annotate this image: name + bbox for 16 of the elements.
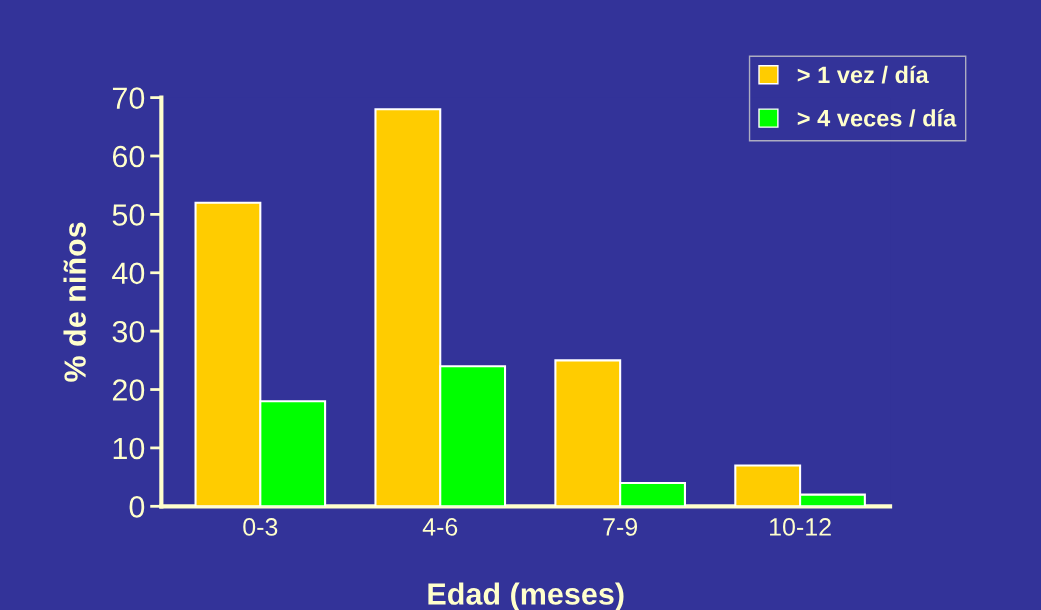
y-tick-label: 0: [129, 496, 145, 518]
x-tick-label: 4-6: [422, 518, 458, 536]
legend-label: > 1 vez / día: [797, 65, 929, 84]
y-tick-label: 30: [112, 320, 145, 343]
y-tick-label: 10: [113, 437, 145, 460]
y-tick-label: 70: [112, 87, 145, 109]
x-axis-title: Edad (meses): [428, 582, 624, 610]
x-tick-label: 10-12: [770, 518, 831, 536]
x-tick-label: 0-3: [243, 518, 278, 536]
y-tick-label: 20: [112, 379, 145, 401]
y-tick-label: 40: [112, 262, 145, 285]
legend-label: > 4 veces / día: [797, 109, 957, 127]
x-tick-label: 7-9: [603, 518, 638, 536]
y-tick-label: 50: [112, 204, 145, 226]
y-axis-title: % de niños: [63, 222, 86, 382]
y-tick-label: 60: [112, 145, 145, 168]
